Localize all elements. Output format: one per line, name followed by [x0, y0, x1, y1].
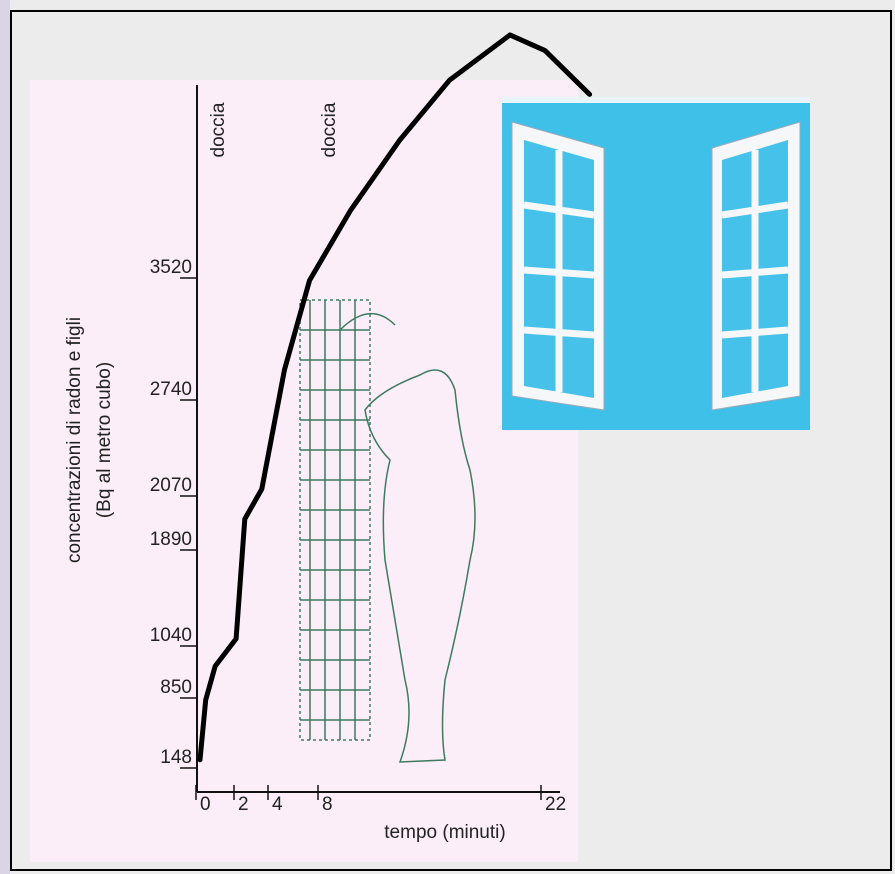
y-axis-label: (Bq al metro cubo)	[94, 362, 115, 518]
y-tick-label: 1040	[150, 625, 192, 646]
y-tick-label: 850	[160, 677, 192, 698]
y-axis-label: concentrazioni di radon e figli	[64, 317, 85, 563]
x-tick-label: 2	[238, 794, 249, 815]
y-tick-label: 1890	[150, 529, 192, 550]
shower-illustration	[299, 299, 476, 763]
side-strip	[0, 0, 10, 874]
x-tick-label: 0	[200, 794, 211, 815]
x-tick-label: 4	[272, 794, 283, 815]
annotation: doccia	[208, 102, 229, 157]
y-tick-label: 148	[160, 747, 192, 768]
x-axis-label: tempo (minuti)	[384, 822, 505, 843]
y-tick-label: 2740	[150, 379, 192, 400]
annotation: doccia	[319, 102, 340, 157]
x-tick-label: 22	[545, 794, 566, 815]
y-tick-label: 3520	[150, 257, 192, 278]
window-illustration	[502, 97, 810, 430]
y-tick-label: 2070	[150, 475, 192, 496]
line	[197, 32, 593, 763]
x-tick-label: 8	[322, 794, 333, 815]
scan-background	[30, 80, 578, 862]
